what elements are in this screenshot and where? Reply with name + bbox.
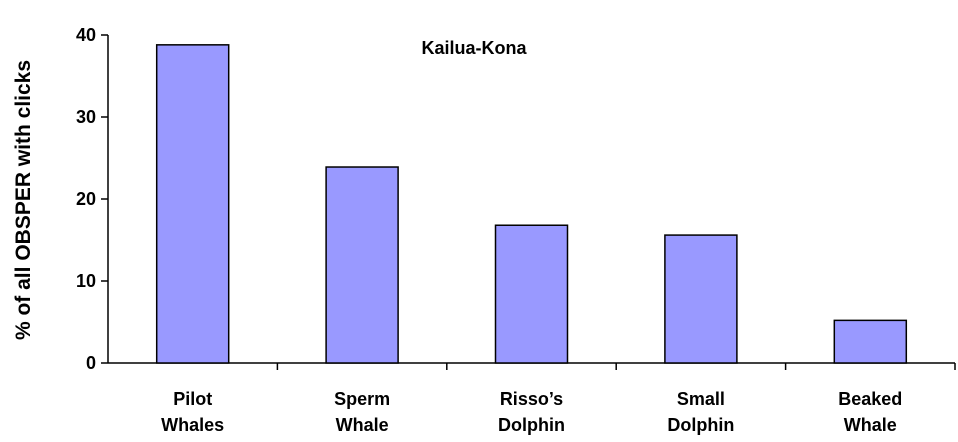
x-tick-label: Sperm Whale xyxy=(334,389,390,435)
bar xyxy=(833,319,908,364)
y-tick-label: 20 xyxy=(76,189,96,209)
y-tick-label: 10 xyxy=(76,271,96,291)
y-axis-label: % of all OBSPER with clicks xyxy=(12,60,35,340)
y-tick-label: 0 xyxy=(86,353,96,373)
bar xyxy=(325,166,399,364)
bar xyxy=(155,44,230,364)
y-tick-label: 30 xyxy=(76,107,96,127)
x-tick-label: Risso’s Dolphin xyxy=(498,389,565,435)
x-tick-label: Small Dolphin xyxy=(667,389,734,435)
bar xyxy=(664,234,738,364)
chart-title: Kailua-Kona xyxy=(421,38,527,58)
y-tick-label: 40 xyxy=(76,25,96,45)
x-tick-label: Pilot Whales xyxy=(161,389,224,435)
bar xyxy=(494,224,569,364)
x-tick-label: Beaked Whale xyxy=(838,389,902,435)
